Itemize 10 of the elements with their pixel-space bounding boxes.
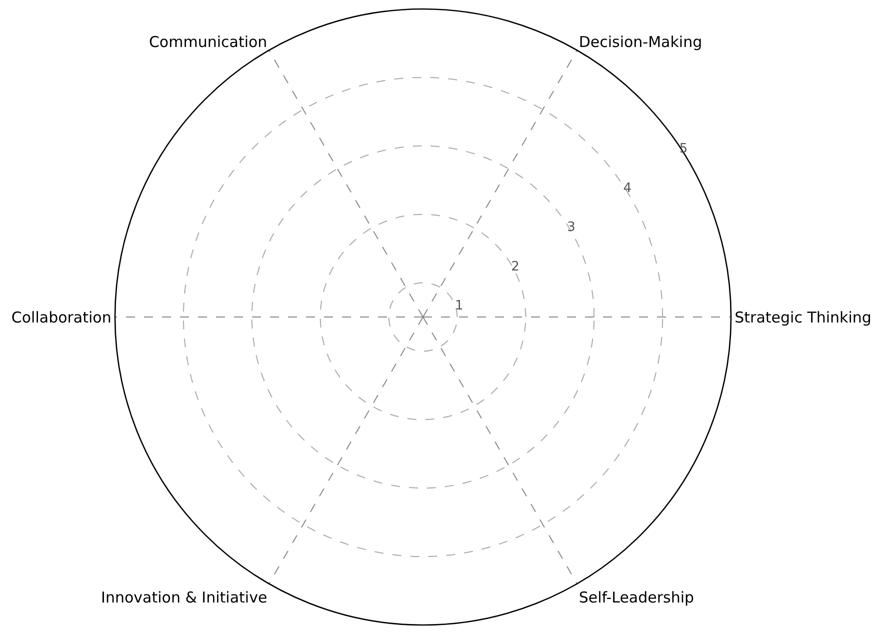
spoke-label: Innovation & Initiative bbox=[101, 588, 268, 607]
spoke-label: Decision-Making bbox=[578, 33, 702, 52]
y-tick-label: 1 bbox=[455, 298, 464, 314]
spoke-label: Strategic Thinking bbox=[734, 308, 872, 326]
y-tick-label: 2 bbox=[511, 259, 520, 274]
y-tick-label: 4 bbox=[623, 180, 632, 196]
spoke-label: Collaboration bbox=[11, 308, 112, 326]
spoke-label: Self-Leadership bbox=[578, 588, 694, 607]
y-tick-label: 3 bbox=[567, 220, 576, 236]
spoke-label: Communication bbox=[148, 33, 268, 52]
